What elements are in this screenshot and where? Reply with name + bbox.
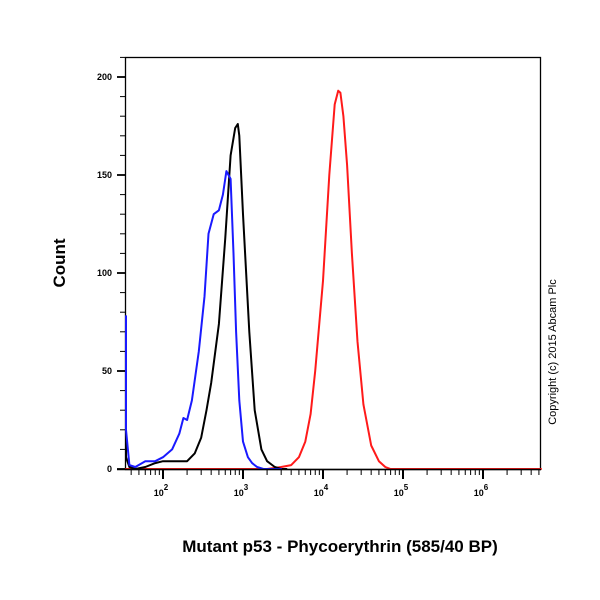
series-blue-histogram bbox=[125, 170, 283, 470]
x-tick-label: 103 bbox=[234, 483, 249, 498]
x-tick-label: 105 bbox=[394, 483, 409, 498]
x-tick-label: 104 bbox=[314, 483, 329, 498]
copyright-annotation: Copyright (c) 2015 Abcam Plc bbox=[547, 279, 559, 425]
y-tick-label: 200 bbox=[97, 72, 112, 82]
y-tick-label: 50 bbox=[102, 366, 112, 376]
y-tick-label: 0 bbox=[107, 464, 112, 474]
y-tick-label: 150 bbox=[97, 170, 112, 180]
y-axis: 0 50 100 150 200 bbox=[97, 56, 125, 474]
y-axis-title: Count bbox=[50, 238, 69, 287]
series-black-histogram bbox=[125, 123, 288, 470]
x-tick-label: 102 bbox=[154, 483, 169, 498]
y-tick-label: 100 bbox=[97, 268, 112, 278]
series-red-histogram bbox=[125, 89, 542, 470]
x-axis: 102 103 104 105 106 bbox=[130, 470, 540, 498]
series-layer bbox=[125, 89, 542, 470]
x-tick-label: 106 bbox=[474, 483, 489, 498]
x-axis-title: Mutant p53 - Phycoerythrin (585/40 BP) bbox=[182, 537, 498, 556]
